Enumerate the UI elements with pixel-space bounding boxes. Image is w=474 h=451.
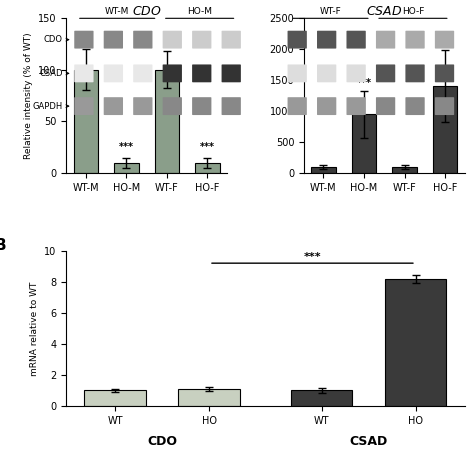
Text: B: B xyxy=(0,238,6,253)
FancyBboxPatch shape xyxy=(376,31,395,49)
FancyBboxPatch shape xyxy=(288,31,307,49)
Text: HO-M: HO-M xyxy=(187,7,212,16)
Title: $\it{CSAD}$: $\it{CSAD}$ xyxy=(366,5,402,18)
FancyBboxPatch shape xyxy=(221,64,241,82)
FancyBboxPatch shape xyxy=(133,31,153,49)
Bar xyxy=(311,167,336,173)
Bar xyxy=(179,389,239,406)
FancyBboxPatch shape xyxy=(163,64,182,82)
FancyBboxPatch shape xyxy=(435,64,454,82)
Text: ***: *** xyxy=(200,143,215,152)
Y-axis label: Relative intensity (% of WT): Relative intensity (% of WT) xyxy=(24,32,33,159)
FancyBboxPatch shape xyxy=(346,97,366,115)
FancyBboxPatch shape xyxy=(435,31,454,49)
Bar xyxy=(195,163,219,173)
FancyBboxPatch shape xyxy=(133,64,153,82)
FancyBboxPatch shape xyxy=(435,97,454,115)
FancyBboxPatch shape xyxy=(376,64,395,82)
Bar xyxy=(433,86,457,173)
FancyBboxPatch shape xyxy=(346,31,366,49)
Text: ***: *** xyxy=(356,78,372,88)
Bar xyxy=(114,163,138,173)
FancyBboxPatch shape xyxy=(405,97,425,115)
Text: GAPDH: GAPDH xyxy=(33,101,63,110)
FancyBboxPatch shape xyxy=(163,97,182,115)
FancyBboxPatch shape xyxy=(376,97,395,115)
FancyBboxPatch shape xyxy=(405,64,425,82)
FancyBboxPatch shape xyxy=(192,97,211,115)
FancyBboxPatch shape xyxy=(104,64,123,82)
Text: ***: *** xyxy=(304,252,321,262)
Text: WT-F: WT-F xyxy=(319,7,341,16)
Bar xyxy=(73,70,98,173)
FancyBboxPatch shape xyxy=(221,97,241,115)
Title: $\it{CDO}$: $\it{CDO}$ xyxy=(132,5,162,18)
FancyBboxPatch shape xyxy=(405,31,425,49)
Text: ***: *** xyxy=(119,143,134,152)
FancyBboxPatch shape xyxy=(346,64,366,82)
FancyBboxPatch shape xyxy=(288,97,307,115)
Text: HO-F: HO-F xyxy=(402,7,424,16)
FancyBboxPatch shape xyxy=(74,97,93,115)
Bar xyxy=(392,167,417,173)
Text: CSAD: CSAD xyxy=(350,435,388,447)
Bar xyxy=(385,279,447,406)
Text: WT-M: WT-M xyxy=(105,7,129,16)
Text: CDO: CDO xyxy=(147,435,177,447)
Text: ***: *** xyxy=(438,38,453,48)
FancyBboxPatch shape xyxy=(317,64,337,82)
FancyBboxPatch shape xyxy=(221,31,241,49)
FancyBboxPatch shape xyxy=(104,97,123,115)
FancyBboxPatch shape xyxy=(288,64,307,82)
Y-axis label: mRNA relative to WT: mRNA relative to WT xyxy=(30,281,39,376)
Text: CSAD: CSAD xyxy=(39,69,63,78)
FancyBboxPatch shape xyxy=(192,64,211,82)
Bar xyxy=(155,70,179,173)
FancyBboxPatch shape xyxy=(104,31,123,49)
Bar xyxy=(352,114,376,173)
Text: CDO: CDO xyxy=(44,35,63,44)
Bar xyxy=(84,391,146,406)
FancyBboxPatch shape xyxy=(133,97,153,115)
FancyBboxPatch shape xyxy=(192,31,211,49)
Bar xyxy=(292,391,352,406)
FancyBboxPatch shape xyxy=(74,31,93,49)
FancyBboxPatch shape xyxy=(317,31,337,49)
FancyBboxPatch shape xyxy=(163,31,182,49)
FancyBboxPatch shape xyxy=(317,97,337,115)
FancyBboxPatch shape xyxy=(74,64,93,82)
